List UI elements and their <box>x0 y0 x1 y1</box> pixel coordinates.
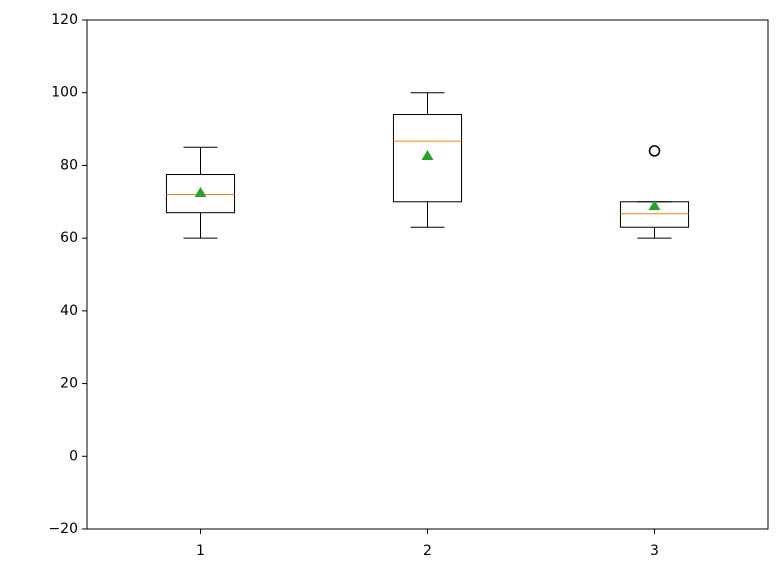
x-tick-label: 1 <box>196 543 205 559</box>
x-tick-label: 3 <box>650 543 659 559</box>
mean-marker <box>421 149 434 160</box>
x-tick-label: 2 <box>423 543 432 559</box>
y-tick-label: 120 <box>51 12 78 28</box>
y-tick-label: −20 <box>48 521 78 537</box>
y-tick-label: 60 <box>60 230 78 246</box>
y-tick-label: 100 <box>51 85 78 101</box>
y-tick-label: 40 <box>60 303 78 319</box>
box <box>165 174 236 214</box>
box <box>392 114 463 203</box>
flier <box>648 145 661 157</box>
y-tick-label: 20 <box>60 376 78 392</box>
y-tick-label: 0 <box>69 448 78 464</box>
mean-marker <box>194 187 207 198</box>
y-tick-label: 80 <box>60 157 78 173</box>
mean-marker <box>648 200 661 211</box>
